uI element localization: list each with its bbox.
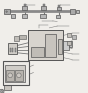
Bar: [63, 41, 69, 50]
Bar: [4, 85, 11, 90]
Bar: [69, 41, 72, 46]
Bar: [67, 41, 71, 45]
Bar: [67, 33, 71, 37]
Bar: [14, 36, 19, 41]
Bar: [8, 43, 17, 54]
Bar: [76, 10, 79, 13]
Circle shape: [6, 11, 7, 12]
Bar: [58, 5, 60, 7]
Bar: [45, 34, 56, 57]
Circle shape: [0, 89, 4, 93]
Bar: [58, 39, 62, 54]
Bar: [10, 48, 11, 52]
Bar: [57, 7, 61, 10]
Bar: [40, 14, 46, 18]
Bar: [15, 70, 23, 81]
Bar: [19, 35, 26, 39]
Bar: [4, 9, 10, 14]
Bar: [12, 48, 13, 52]
Bar: [3, 61, 29, 85]
Bar: [5, 65, 25, 82]
Bar: [28, 30, 63, 60]
Bar: [15, 48, 16, 52]
Bar: [31, 46, 44, 57]
Bar: [56, 15, 60, 18]
Bar: [72, 35, 76, 39]
Bar: [22, 6, 27, 10]
Bar: [70, 9, 75, 14]
Bar: [22, 14, 27, 18]
Bar: [6, 70, 14, 81]
Circle shape: [8, 73, 12, 78]
Bar: [41, 6, 46, 10]
Circle shape: [1, 90, 3, 93]
Bar: [43, 4, 45, 6]
Bar: [24, 4, 26, 6]
Circle shape: [17, 73, 21, 78]
Bar: [11, 14, 15, 18]
